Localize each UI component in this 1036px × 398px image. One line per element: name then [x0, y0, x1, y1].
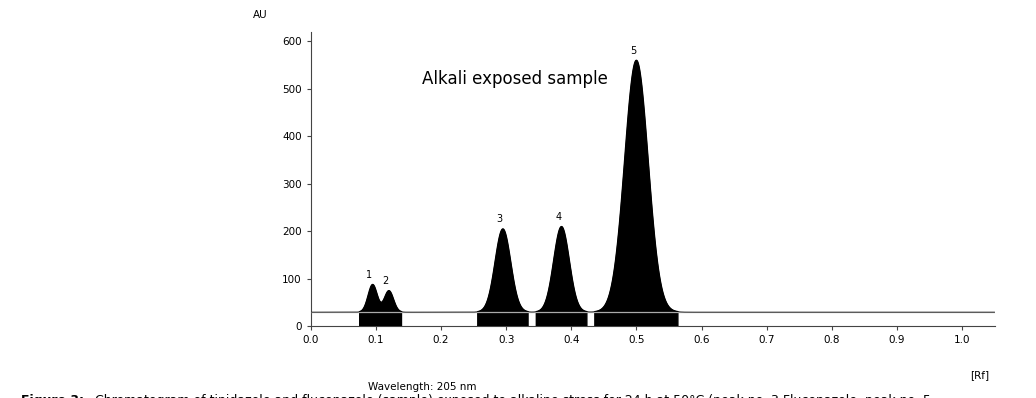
Text: Wavelength: 205 nm: Wavelength: 205 nm: [368, 382, 477, 392]
Text: 5: 5: [630, 46, 636, 56]
Text: Chromatogram of tinidazole and fluconazole (sample) exposed to alkaline stress f: Chromatogram of tinidazole and fluconazo…: [91, 394, 931, 398]
Text: 2: 2: [382, 276, 388, 286]
Text: Figure 3:: Figure 3:: [21, 394, 84, 398]
Text: 4: 4: [555, 212, 562, 222]
Text: Alkali exposed sample: Alkali exposed sample: [422, 70, 607, 88]
Text: [Rf]: [Rf]: [971, 370, 989, 380]
Text: AU: AU: [253, 10, 267, 20]
Text: 1: 1: [367, 270, 373, 280]
Text: 3: 3: [496, 214, 502, 224]
